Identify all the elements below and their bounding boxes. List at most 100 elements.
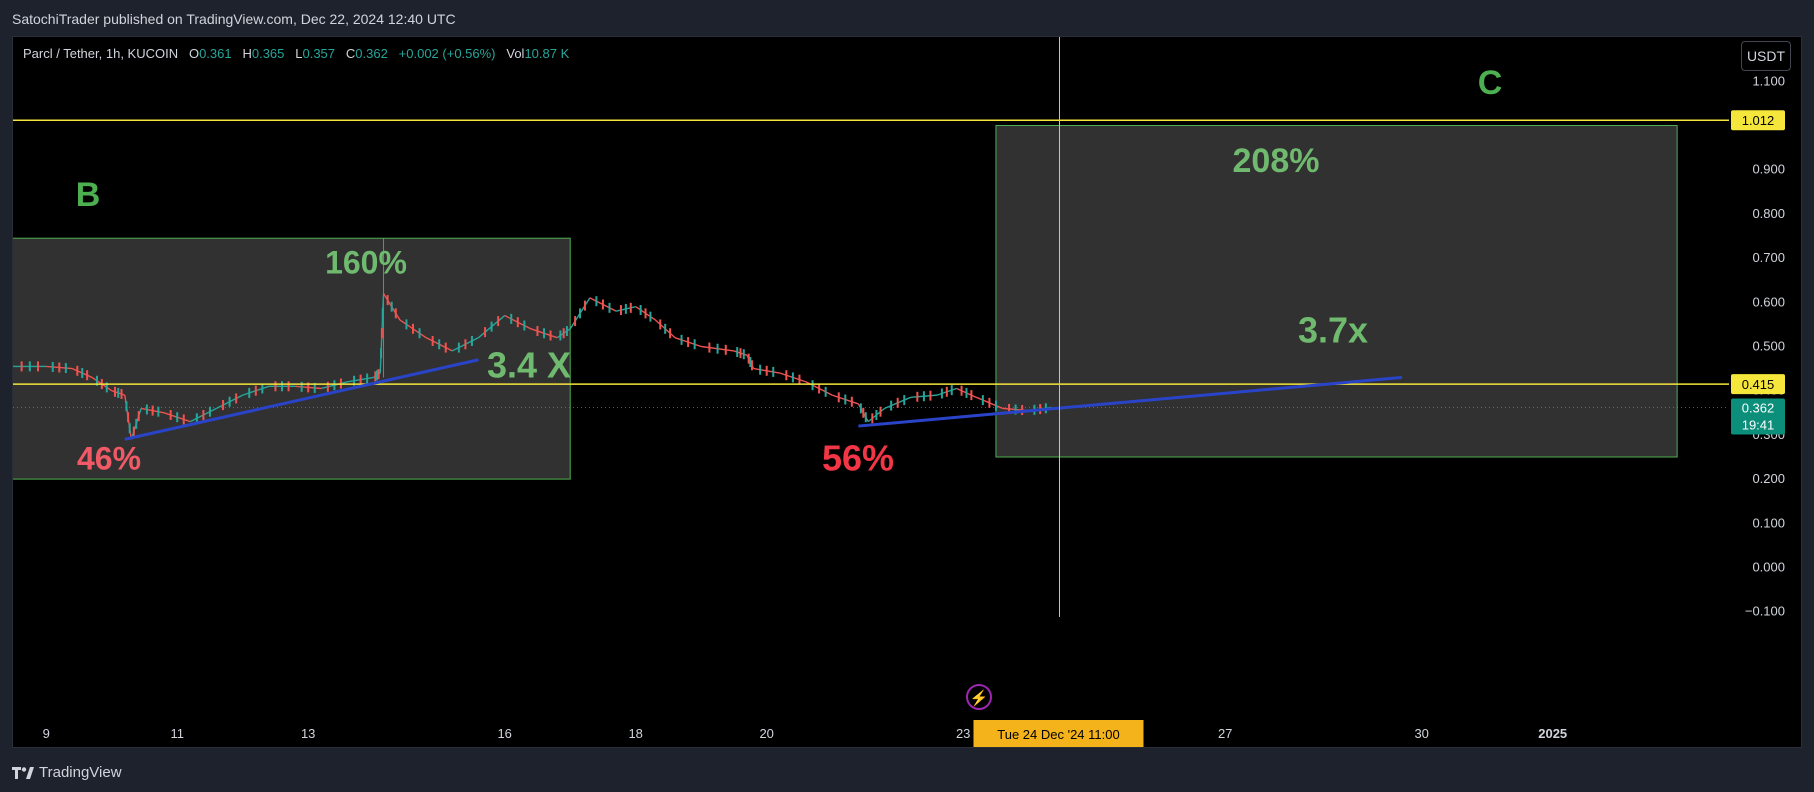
candle [490,321,493,332]
close-label: C [345,46,356,61]
candle [381,308,384,319]
candle [818,383,821,394]
candle [222,400,225,411]
annotation-gain-5[interactable]: 3.4 X [487,345,571,386]
candle [438,339,441,350]
candle [864,412,867,423]
y-tick-label: 0.700 [1752,250,1785,265]
publish-header: SatochiTrader published on TradingView.c… [0,0,1814,36]
candle [562,328,565,339]
level-label-2: 0.415 [1742,377,1775,392]
candle [916,391,919,402]
candle [549,330,552,341]
annotation-gain-4[interactable]: 208% [1233,142,1320,180]
candle [157,406,160,417]
candle [484,327,487,338]
candle [664,323,667,334]
annotation-drawdown-7[interactable]: 46% [77,440,141,476]
candle [366,373,369,384]
annotation-drawdown-8[interactable]: 56% [822,438,894,479]
candle [945,386,948,397]
x-tick-label: 23 [956,726,970,741]
candle [574,316,577,327]
candle [202,410,205,421]
candle [850,396,853,407]
candle [716,343,719,354]
last-price-tag [1731,398,1785,435]
x-tick-label: 18 [628,726,642,741]
candle [128,423,131,434]
tradingview-logo[interactable]: TradingView [12,764,122,781]
candle [950,385,953,396]
high-label: H [242,46,252,61]
candle [785,370,788,381]
candle [235,393,238,404]
candle [182,414,185,425]
x-tick-label: 20 [759,726,773,741]
candle [113,386,116,397]
candle [37,361,40,372]
time-axis[interactable] [13,717,1802,748]
candle [629,302,632,313]
candle [644,308,647,319]
symbol-legend: Parcl / Tether, 1h, KUCOIN O0.361 H0.365… [23,46,569,61]
candle [254,385,257,396]
level-label-box-2 [1731,374,1785,395]
volume-value: 10.87 K [524,46,570,61]
x-tick-label: 30 [1414,726,1428,741]
candle [824,386,827,397]
candle [248,387,251,398]
candle [145,404,148,415]
candle [765,365,768,376]
candle [132,426,135,437]
annotation-gain-3[interactable]: 160% [325,244,407,280]
candle [120,389,123,400]
candle [431,335,434,346]
annotation-zone-letter-1[interactable]: B [76,176,101,214]
candle [871,413,874,424]
candle [28,361,31,372]
candle [470,335,473,346]
trend-line-1[interactable] [124,358,479,441]
candle [380,328,383,339]
y-tick-label: −0.100 [1745,604,1785,619]
candle [81,368,84,379]
candle [412,323,414,334]
candle [859,403,862,414]
low-value: 0.357 [302,46,336,61]
candle [386,295,389,306]
candle [844,394,847,405]
measure-box-2[interactable] [995,125,1678,458]
candle [565,326,568,337]
annotation-zone-letter-2[interactable]: C [1478,64,1503,102]
candle [559,330,562,341]
x-tick-label: 2025 [1538,726,1567,741]
crosshair-date-box [973,720,1144,747]
candle [281,381,283,392]
candle [595,296,598,307]
candle [208,406,211,417]
candle [117,387,120,398]
footer: TradingView [0,756,1814,792]
symbol-name: Parcl / Tether, 1h, KUCOIN [23,46,179,61]
x-tick-label: 27 [1218,726,1232,741]
candle [510,313,513,324]
candle [444,342,447,353]
event-marker-icon[interactable] [966,684,992,710]
candle [137,411,140,422]
candle [95,375,98,386]
candle [981,395,984,406]
candle [680,334,683,345]
currency-button[interactable]: USDT [1741,41,1791,71]
last-price-value: 0.362 [1742,400,1775,415]
volume-label: Vol [506,46,525,61]
trend-line-2[interactable] [858,375,1403,428]
candle [333,380,336,391]
candle [687,337,690,348]
annotation-gain-6[interactable]: 3.7x [1298,310,1368,351]
candle [624,303,627,314]
candle [125,401,128,412]
candle [960,385,963,396]
